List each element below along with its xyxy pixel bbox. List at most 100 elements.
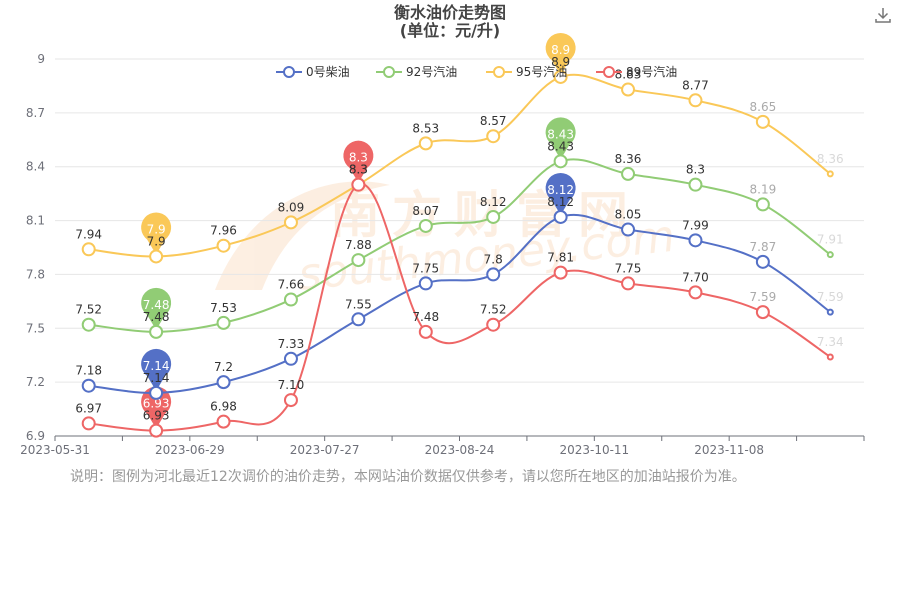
data-label: 7.94 — [75, 227, 102, 241]
data-point — [351, 253, 366, 268]
data-point — [688, 233, 703, 248]
data-point — [826, 170, 834, 178]
data-point — [553, 265, 568, 280]
data-label: 7.55 — [345, 297, 372, 311]
data-label: 8.07 — [412, 204, 439, 218]
data-point — [486, 209, 501, 224]
chart-footnote: 说明：图例为河北最近12次调价的油价走势，本网站油价数据仅供参考，请以您所在地区… — [70, 469, 746, 485]
pin-shape — [141, 212, 172, 255]
data-point — [486, 129, 501, 144]
pin-marker: 7.14 — [141, 348, 172, 391]
data-point — [755, 254, 770, 269]
data-point — [216, 238, 231, 253]
y-tick-label: 7.8 — [26, 267, 45, 281]
data-point — [351, 312, 366, 327]
data-point — [826, 353, 834, 361]
data-point — [621, 82, 636, 97]
data-label: 7.91 — [817, 233, 844, 247]
series-1: 7.18 7.14 7.2 7.33 7.55 7.75 7.8 8.12 8.05 7.99 7.… — [75, 195, 844, 400]
data-point — [216, 375, 231, 390]
data-point — [418, 136, 433, 151]
data-point — [283, 351, 298, 366]
pin-label: 8.43 — [547, 127, 574, 141]
data-point — [755, 114, 770, 129]
data-point — [283, 215, 298, 230]
x-tick-label: 2023-10-11 — [559, 443, 629, 457]
data-point — [149, 385, 164, 400]
data-label: 8.36 — [615, 152, 642, 166]
chart-subtitle: (单位：元/升) — [399, 21, 501, 40]
data-label: 7.88 — [345, 238, 372, 252]
data-point — [826, 251, 834, 259]
data-label: 8.12 — [547, 195, 574, 209]
legend-label: 92号汽油 — [406, 64, 457, 79]
data-label: 7.70 — [682, 270, 709, 284]
data-label: 7.48 — [412, 310, 439, 324]
data-point — [283, 292, 298, 307]
y-tick-label: 9 — [37, 52, 45, 66]
data-point — [826, 308, 834, 316]
y-tick-label: 8.4 — [26, 160, 45, 174]
data-point — [283, 393, 298, 408]
pin-shape — [545, 117, 576, 160]
download-icon[interactable] — [874, 6, 892, 24]
series-2: 7.527.487.537.667.888.078.128.438.368.38… — [75, 139, 844, 339]
data-point — [553, 154, 568, 169]
watermark-logo-shape — [215, 181, 390, 290]
data-point — [486, 267, 501, 282]
data-point — [149, 324, 164, 339]
x-tick-label: 2023-05-31 — [20, 443, 90, 457]
data-label: 6.93 — [143, 409, 170, 423]
pin-marker: 8.12 — [545, 172, 576, 215]
data-point — [351, 177, 366, 192]
legend-item[interactable]: 92号汽油 — [376, 64, 457, 79]
pin-shape — [343, 140, 374, 183]
x-tick-label: 2023-07-27 — [290, 443, 360, 457]
data-point — [553, 209, 568, 224]
data-label: 7.81 — [547, 251, 574, 265]
data-point — [621, 222, 636, 237]
y-tick-label: 6.9 — [26, 429, 45, 443]
legend-label: 0号柴油 — [306, 65, 350, 79]
pin-label: 8.12 — [547, 183, 574, 197]
data-label: 7.75 — [615, 261, 642, 275]
y-tick-label: 7.5 — [26, 321, 45, 335]
data-point — [81, 242, 96, 257]
chart-title: 衡水油价走势图 — [393, 3, 506, 22]
data-label: 7.75 — [412, 261, 439, 275]
data-label: 7.2 — [214, 360, 233, 374]
series-4: 6.976.936.987.108.37.487.527.817.757.707… — [75, 163, 844, 438]
data-label: 7.33 — [278, 337, 305, 351]
data-label: 7.52 — [480, 303, 507, 317]
data-point — [621, 276, 636, 291]
data-label: 7.52 — [75, 303, 102, 317]
pin-label: 8.3 — [349, 151, 368, 165]
data-label: 8.3 — [686, 163, 705, 177]
data-point — [216, 414, 231, 429]
data-point — [418, 324, 433, 339]
pin-marker: 6.93 — [141, 386, 172, 429]
data-label: 8.09 — [278, 200, 305, 214]
data-label: 8.9 — [551, 55, 570, 69]
pin-shape — [141, 386, 172, 429]
data-point — [755, 197, 770, 212]
data-label: 8.3 — [349, 163, 368, 177]
data-label: 8.19 — [750, 182, 777, 196]
legend-symbol — [603, 66, 615, 78]
pin-marker: 8.43 — [545, 117, 576, 160]
pin-marker: 8.3 — [343, 140, 374, 183]
series-3: 7.947.97.968.098.38.538.578.98.838.778.6… — [75, 55, 844, 264]
pin-marker: 7.9 — [141, 212, 172, 255]
pin-label: 7.14 — [143, 359, 170, 373]
data-point — [553, 69, 568, 84]
data-label: 8.36 — [817, 152, 844, 166]
legend-symbol — [283, 66, 295, 78]
legend-item[interactable]: 89号汽油 — [596, 64, 677, 79]
data-label: 8.77 — [682, 78, 709, 92]
data-point — [149, 249, 164, 264]
legend-item[interactable]: 95号汽油 — [486, 64, 567, 79]
data-label: 8.53 — [412, 121, 439, 135]
legend-item[interactable]: 0号柴油 — [276, 65, 350, 79]
data-label: 7.99 — [682, 218, 709, 232]
